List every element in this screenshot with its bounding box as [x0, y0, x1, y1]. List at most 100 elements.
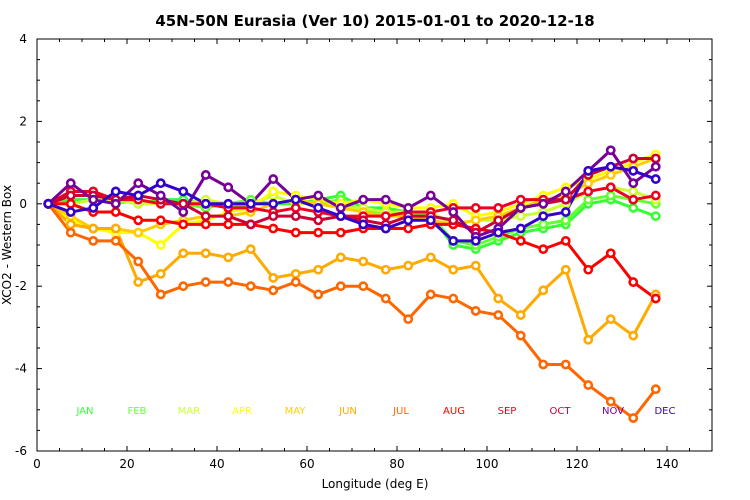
data-point-nov	[178, 207, 189, 217]
x-tick-label: 120	[566, 457, 589, 471]
data-point-jul	[223, 277, 234, 287]
data-point-jul	[358, 281, 369, 292]
data-point-jun	[65, 219, 76, 230]
data-point-dec	[178, 186, 189, 197]
y-axis-label: XCO2 - Western Box	[0, 185, 14, 305]
data-point-sep	[650, 190, 661, 201]
y-tick-label: 0	[19, 197, 27, 211]
data-point-may	[605, 170, 616, 180]
data-point-jun	[200, 248, 211, 259]
legend-label-may: MAY	[285, 406, 307, 417]
data-point-dec	[448, 235, 459, 246]
data-point-jan	[650, 211, 661, 222]
data-point-jun	[583, 334, 594, 345]
series-line-mar	[48, 185, 657, 226]
legend-label-jun: JUN	[338, 406, 357, 417]
data-point-nov	[200, 170, 211, 180]
data-point-jul	[538, 359, 549, 370]
series-line-dec	[47, 165, 657, 243]
data-point-nov	[560, 186, 571, 197]
data-point-aug	[110, 207, 121, 217]
data-point-nov	[605, 145, 616, 156]
data-point-dec	[313, 203, 324, 213]
data-point-dec	[65, 207, 76, 217]
legend-label-sep: SEP	[498, 406, 517, 417]
series-lines	[47, 148, 658, 420]
data-point-jul	[65, 227, 76, 238]
y-tick-label: -6	[15, 444, 27, 458]
data-point-jul	[515, 330, 526, 341]
data-point-dec	[583, 165, 594, 176]
x-tick-label: 80	[389, 457, 404, 471]
data-point-jun	[493, 293, 504, 304]
axes: 0 20 40 60 80 100 120 140 -6 -4 -2 0 2 4	[15, 32, 713, 471]
data-point-dec	[335, 211, 346, 222]
data-point-jul	[245, 281, 256, 292]
data-point-nov	[155, 190, 166, 201]
data-point-jun	[313, 264, 324, 275]
data-point-jul	[650, 384, 661, 395]
y-tick-label: -2	[15, 279, 27, 293]
data-point-aug	[65, 198, 76, 209]
data-point-jul	[560, 359, 571, 370]
data-point-nov	[335, 203, 346, 213]
data-point-jun	[470, 260, 481, 271]
data-point-jul	[155, 289, 166, 300]
data-point-sep	[470, 203, 481, 213]
series-points	[43, 145, 661, 423]
data-point-dec	[538, 211, 549, 222]
data-point-aug	[650, 293, 661, 304]
data-point-oct	[245, 219, 256, 230]
legend-label-dec: DEC	[654, 406, 675, 417]
data-point-oct	[290, 211, 301, 222]
data-point-dec	[290, 194, 301, 205]
data-point-oct	[223, 211, 234, 222]
series-line-aug	[48, 202, 657, 300]
data-point-jul	[425, 289, 436, 300]
data-point-aug	[538, 244, 549, 255]
data-point-nov	[358, 194, 369, 205]
data-point-dec	[88, 203, 99, 213]
data-point-oct	[560, 194, 571, 205]
data-point-dec	[605, 161, 616, 172]
data-point-jul	[628, 413, 639, 423]
y-tick-label: -4	[15, 362, 27, 376]
data-point-dec	[515, 223, 526, 234]
x-tick-label: 140	[656, 457, 679, 471]
legend-label-jan: JAN	[75, 406, 93, 417]
data-point-oct	[200, 211, 211, 222]
legend-label-aug: AUG	[443, 406, 465, 417]
data-point-oct	[65, 190, 76, 201]
data-point-aug	[155, 215, 166, 226]
data-point-nov	[403, 203, 414, 213]
data-point-jul	[605, 396, 616, 407]
data-point-jun	[245, 244, 256, 255]
legend-label-apr: APR	[232, 406, 252, 417]
data-point-nov	[538, 198, 549, 209]
data-point-jun	[448, 264, 459, 275]
data-point-nov	[425, 190, 436, 201]
chart-title: 45N-50N Eurasia (Ver 10) 2015-01-01 to 2…	[155, 12, 594, 30]
data-point-sep	[628, 194, 639, 205]
data-point-jul	[133, 256, 144, 267]
data-point-dec	[223, 198, 234, 209]
data-point-aug	[290, 227, 301, 238]
data-point-jul	[403, 314, 414, 325]
data-point-jun	[290, 268, 301, 279]
data-point-nov	[268, 174, 279, 184]
data-point-nov	[133, 178, 144, 189]
data-point-dec	[560, 207, 571, 217]
data-point-jul	[470, 306, 481, 316]
data-point-jul	[200, 277, 211, 287]
data-point-oct	[268, 211, 279, 222]
data-point-jun	[223, 252, 234, 263]
data-point-jun	[515, 310, 526, 320]
y-tick-label: 4	[19, 32, 27, 46]
data-point-jun	[560, 264, 571, 275]
data-point-nov	[650, 161, 661, 172]
legend-label-nov: NOV	[602, 406, 624, 417]
series-line-apr	[47, 152, 657, 247]
x-axis-label: Longitude (deg E)	[322, 477, 429, 491]
data-point-jun	[88, 223, 99, 234]
data-point-oct	[628, 153, 639, 164]
